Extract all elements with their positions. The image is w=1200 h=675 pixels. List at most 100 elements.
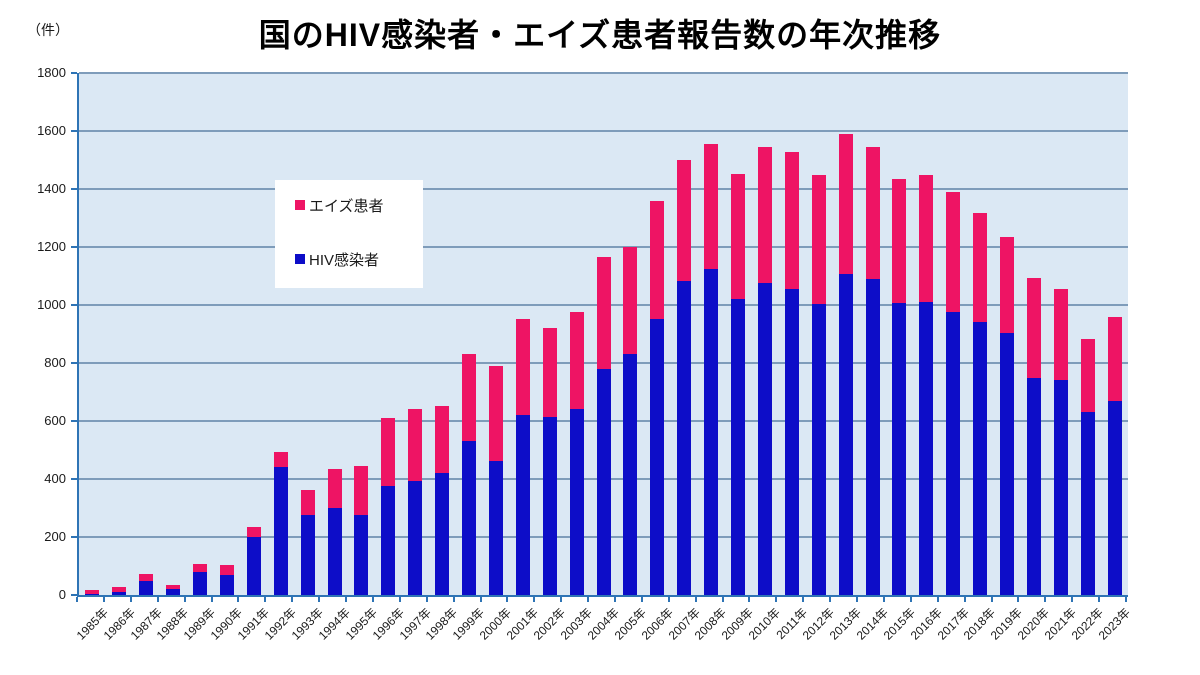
y-axis-label-1800: 1800 (37, 65, 66, 80)
bar-2013 (838, 133, 853, 595)
bar-2023 (1107, 316, 1122, 595)
x-axis-tick (371, 597, 374, 602)
aids-segment (1026, 277, 1041, 378)
bar-2022 (1080, 338, 1095, 595)
aids-segment (731, 173, 745, 299)
y-axis-label-0: 0 (58, 587, 66, 602)
hiv-segment (515, 414, 530, 595)
hiv-segment (408, 481, 423, 595)
bar-1996 (381, 418, 396, 595)
y-axis-label-1600: 1600 (37, 123, 66, 138)
bar-2012 (811, 174, 826, 595)
hiv-segment (1107, 401, 1122, 595)
x-axis-tick (183, 597, 186, 602)
aids-segment (193, 564, 207, 572)
hiv-segment (112, 591, 127, 595)
x-axis-tick (802, 597, 805, 602)
aids-segment (354, 465, 369, 515)
bar-1989 (193, 564, 207, 595)
x-axis-tick (533, 597, 536, 602)
aids-segment (757, 147, 772, 284)
bar-1994 (327, 468, 342, 595)
aids-segment (811, 174, 826, 305)
hiv-segment (166, 588, 181, 595)
y-axis-label-200: 200 (44, 529, 66, 544)
bar-2018 (973, 213, 988, 595)
bar-1995 (354, 465, 369, 595)
bar-2010 (757, 147, 772, 595)
hiv-segment (85, 593, 100, 595)
bar-1999 (462, 354, 476, 595)
x-axis-tick (398, 597, 401, 602)
y-axis-label-1000: 1000 (37, 297, 66, 312)
aids-segment (596, 257, 611, 369)
x-axis-tick (936, 597, 939, 602)
y-axis-tick (71, 72, 77, 74)
y-axis-tick (71, 188, 77, 190)
x-axis-tick (156, 597, 159, 602)
x-axis-tick (129, 597, 132, 602)
x-axis-tick (856, 597, 858, 602)
hiv-segment (1000, 333, 1014, 595)
hiv-segment (784, 288, 799, 595)
y-axis-label-400: 400 (44, 471, 66, 486)
hiv-segment (435, 472, 450, 595)
aids-segment (865, 146, 880, 279)
aids-segment (381, 418, 396, 486)
hiv-segment (327, 508, 342, 595)
hiv-segment (865, 278, 880, 595)
y-axis-tick (71, 420, 77, 422)
gridline-1600 (79, 130, 1128, 132)
hiv-segment (246, 537, 261, 595)
bar-2021 (1053, 288, 1068, 595)
aids-segment (327, 468, 342, 508)
x-axis-tick (1017, 597, 1020, 602)
hiv-segment (219, 575, 234, 595)
aids-segment (462, 354, 476, 442)
aids-segment (623, 247, 638, 354)
hiv-segment (757, 283, 772, 595)
y-axis-tick (71, 304, 77, 306)
hiv-segment (596, 368, 611, 595)
x-axis-tick (76, 597, 78, 602)
bar-2007 (677, 160, 692, 595)
aids-segment (246, 526, 261, 538)
hiv-segment (354, 514, 369, 595)
x-axis-tick (425, 597, 428, 602)
aids-segment (650, 201, 665, 319)
x-axis-tick (587, 597, 590, 602)
hiv-segment (542, 416, 557, 595)
gridline-1200 (79, 246, 1128, 248)
hiv-segment (488, 461, 503, 595)
bar-2016 (919, 175, 934, 595)
aids-segment (838, 133, 853, 275)
chart-title: 国のHIV感染者・エイズ患者報告数の年次推移 (258, 17, 942, 53)
aids-segment (542, 327, 557, 417)
hiv-segment (623, 353, 638, 595)
legend-item-aids: エイズ患者 (295, 194, 415, 216)
x-axis-tick (102, 597, 105, 602)
aids-segment (973, 213, 988, 323)
y-axis-label-1400: 1400 (37, 181, 66, 196)
legend: エイズ患者 HIV感染者 (275, 180, 423, 288)
aids-segment (919, 175, 934, 302)
hiv-color-swatch (295, 254, 305, 264)
aids-segment (85, 590, 100, 594)
x-axis-tick (1044, 597, 1047, 602)
x-axis-tick (640, 597, 643, 602)
hiv-segment (973, 322, 988, 595)
x-axis-tick (291, 597, 294, 602)
hiv-segment (569, 409, 584, 595)
hiv-segment (193, 571, 207, 595)
legend-label-aids: エイズ患者 (309, 197, 384, 215)
x-axis-tick (748, 597, 751, 602)
y-axis-tick (71, 362, 77, 364)
bar-2008 (704, 143, 719, 595)
x-axis-tick (318, 597, 321, 602)
bar-1991 (246, 526, 261, 595)
x-axis-tick (237, 597, 240, 602)
x-axis-tick (882, 597, 885, 602)
hiv-segment (838, 274, 853, 595)
aids-segment (677, 160, 692, 282)
bar-2011 (784, 151, 799, 595)
